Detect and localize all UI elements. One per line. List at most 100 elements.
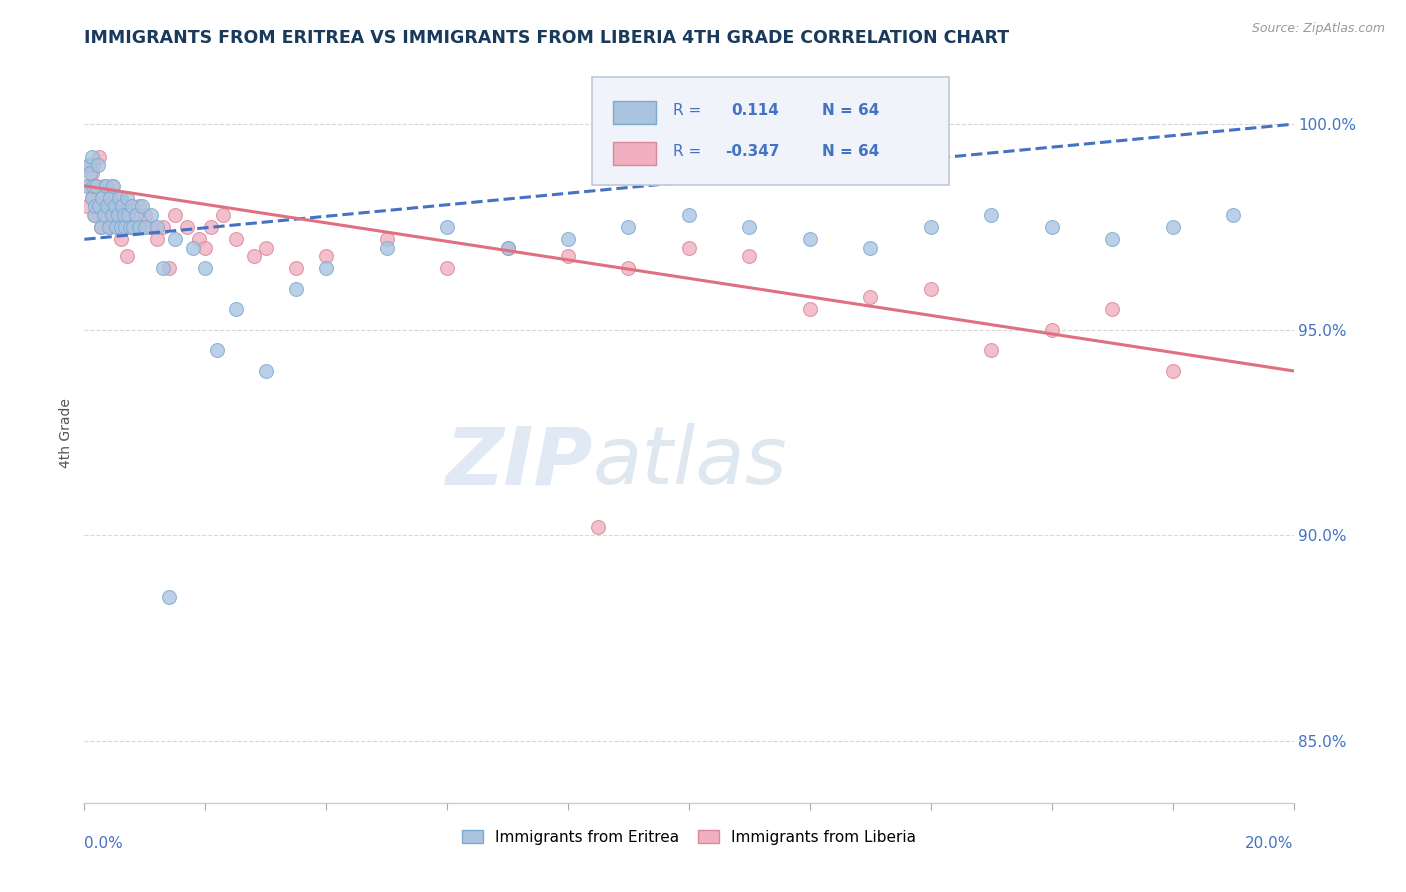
Point (254, 240, 277, 254)
Point (84, 208, 107, 222)
Point (176, 219, 198, 234)
Point (980, 208, 1002, 222)
Point (90, 219, 112, 234)
Point (152, 219, 174, 234)
Point (82, 191, 104, 205)
Point (91, 191, 114, 205)
Text: IMMIGRANTS FROM ERITREA VS IMMIGRANTS FROM LIBERIA 4TH GRADE CORRELATION CHART: IMMIGRANTS FROM ERITREA VS IMMIGRANTS FR… (84, 29, 1010, 47)
Point (79, 166, 101, 180)
Point (84, 199, 107, 213)
FancyBboxPatch shape (613, 142, 657, 165)
Point (678, 208, 700, 222)
Point (181, 240, 204, 254)
Point (96, 191, 118, 205)
Point (157, 261, 180, 276)
Point (678, 240, 700, 254)
Point (77, 158, 100, 172)
Point (104, 219, 127, 234)
Point (1101, 302, 1123, 317)
Point (86, 178, 108, 193)
Point (125, 208, 148, 222)
Point (80, 166, 103, 180)
Point (1222, 208, 1244, 222)
Point (146, 232, 169, 246)
Text: N = 64: N = 64 (823, 144, 879, 159)
Point (496, 240, 519, 254)
Point (1040, 323, 1063, 337)
Point (436, 261, 458, 276)
Point (859, 290, 882, 304)
Point (98, 199, 121, 213)
Point (799, 232, 821, 246)
Point (97, 219, 120, 234)
Point (76, 199, 98, 213)
Point (97, 219, 120, 234)
Text: N = 64: N = 64 (823, 103, 879, 118)
Point (83, 208, 105, 222)
Point (315, 249, 337, 263)
Point (93, 208, 115, 222)
Point (121, 199, 143, 213)
Point (242, 249, 264, 263)
Point (125, 219, 148, 234)
Point (104, 199, 127, 213)
Point (738, 249, 761, 263)
Point (128, 199, 150, 213)
Point (617, 219, 640, 234)
Point (121, 219, 143, 234)
Point (90, 219, 112, 234)
Point (225, 302, 247, 317)
Point (315, 261, 337, 276)
Point (79, 158, 101, 172)
Point (76, 178, 98, 193)
Point (107, 219, 129, 234)
Point (588, 520, 610, 534)
Point (980, 343, 1002, 358)
Point (104, 199, 127, 213)
Point (496, 240, 519, 254)
Point (285, 261, 308, 276)
Point (98, 191, 121, 205)
Point (212, 208, 235, 222)
Point (1161, 219, 1184, 234)
Text: ZIP: ZIP (444, 423, 592, 501)
Point (112, 208, 135, 222)
Point (225, 232, 247, 246)
Point (108, 191, 131, 205)
Point (89, 150, 111, 164)
Point (285, 282, 308, 296)
Point (738, 219, 761, 234)
Point (146, 219, 169, 234)
Point (121, 208, 143, 222)
Point (152, 261, 174, 276)
Point (920, 219, 942, 234)
Point (617, 261, 640, 276)
Point (118, 219, 141, 234)
Point (103, 208, 125, 222)
Point (557, 232, 579, 246)
Point (110, 219, 132, 234)
Point (107, 208, 129, 222)
Point (94, 178, 117, 193)
Text: -0.347: -0.347 (725, 144, 780, 159)
Point (96, 199, 118, 213)
Y-axis label: 4th Grade: 4th Grade (59, 398, 73, 467)
FancyBboxPatch shape (592, 78, 949, 185)
Point (80, 191, 103, 205)
Text: 20.0%: 20.0% (1246, 836, 1294, 851)
Text: R =: R = (673, 144, 702, 159)
Point (207, 343, 229, 358)
Point (115, 191, 138, 205)
Point (134, 208, 156, 222)
Point (165, 232, 187, 246)
Point (111, 199, 134, 213)
Point (165, 208, 187, 222)
Point (114, 219, 136, 234)
Point (859, 240, 882, 254)
Point (139, 208, 162, 222)
Point (131, 219, 153, 234)
Point (86, 158, 108, 172)
Point (117, 208, 139, 222)
Point (82, 158, 104, 172)
Point (86, 178, 108, 193)
